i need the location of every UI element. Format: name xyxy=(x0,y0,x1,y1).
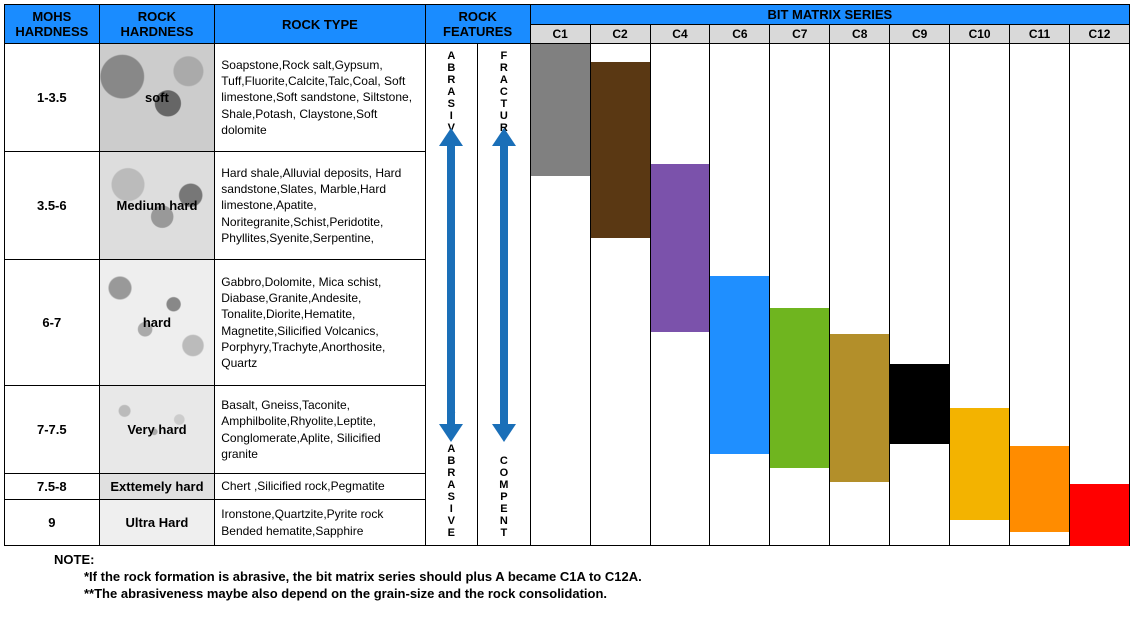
arrow-head-up-icon xyxy=(492,128,516,146)
matrix-col-c6 xyxy=(710,44,770,546)
matrix-col-c12 xyxy=(1069,44,1129,546)
rock-type-cell: Hard shale,Alluvial deposits, Hard sands… xyxy=(215,152,425,260)
mohs-cell: 1-3.5 xyxy=(5,44,100,152)
table-row: 1-3.5softSoapstone,Rock salt,Gypsum, Tuf… xyxy=(5,44,1130,152)
th-matrix-c11: C11 xyxy=(1010,25,1070,44)
matrix-block-c8 xyxy=(830,334,889,482)
rock-type-cell: Ironstone,Quartzite,Pyrite rock Bended h… xyxy=(215,500,425,546)
arrow-shaft xyxy=(447,144,455,426)
matrix-col-c11 xyxy=(1010,44,1070,546)
hardness-cell: soft xyxy=(99,44,215,152)
note-line-2: **The abrasiveness maybe also depend on … xyxy=(84,586,1130,601)
rock-type-cell: Soapstone,Rock salt,Gypsum, Tuff,Fluorit… xyxy=(215,44,425,152)
mohs-cell: 9 xyxy=(5,500,100,546)
th-matrix-c1: C1 xyxy=(530,25,590,44)
feature-arrow-right: FRACTUREDCOMPENT xyxy=(478,44,531,546)
rock-type-cell: Chert ,Silicified rock,Pegmatite xyxy=(215,474,425,500)
arrow-head-down-icon xyxy=(492,424,516,442)
matrix-block-c6 xyxy=(710,276,769,454)
matrix-block-c2 xyxy=(591,62,650,238)
mohs-cell: 3.5-6 xyxy=(5,152,100,260)
th-matrix-c6: C6 xyxy=(710,25,770,44)
rock-type-cell: Gabbro,Dolomite, Mica schist, Diabase,Gr… xyxy=(215,260,425,386)
matrix-block-c1 xyxy=(531,44,590,176)
matrix-block-c7 xyxy=(770,308,829,468)
matrix-col-c1 xyxy=(530,44,590,546)
notes-section: NOTE: *If the rock formation is abrasive… xyxy=(54,552,1130,601)
matrix-col-c2 xyxy=(590,44,650,546)
matrix-block-c10 xyxy=(950,408,1009,520)
th-matrix-c9: C9 xyxy=(890,25,950,44)
arrow-head-down-icon xyxy=(439,424,463,442)
note-line-1: *If the rock formation is abrasive, the … xyxy=(84,569,1130,584)
matrix-col-c7 xyxy=(770,44,830,546)
th-matrix-c4: C4 xyxy=(650,25,710,44)
arrow-head-up-icon xyxy=(439,128,463,146)
th-bit-matrix: BIT MATRIX SERIES xyxy=(530,5,1129,25)
hardness-cell: Medium hard xyxy=(99,152,215,260)
hardness-cell: hard xyxy=(99,260,215,386)
matrix-block-c12 xyxy=(1070,484,1129,546)
matrix-col-c9 xyxy=(890,44,950,546)
hardness-cell: Exttemely hard xyxy=(99,474,215,500)
note-label: NOTE: xyxy=(54,552,1130,567)
mohs-cell: 6-7 xyxy=(5,260,100,386)
feature-arrow-left: ABRASIVENON-ABRASIVE xyxy=(425,44,478,546)
th-matrix-c7: C7 xyxy=(770,25,830,44)
th-mohs: MOHS HARDNESS xyxy=(5,5,100,44)
matrix-block-c11 xyxy=(1010,446,1069,532)
th-matrix-c8: C8 xyxy=(830,25,890,44)
mohs-cell: 7-7.5 xyxy=(5,386,100,474)
matrix-block-c9 xyxy=(890,364,949,444)
th-rock-hardness: ROCK HARDNESS xyxy=(99,5,215,44)
bit-matrix-table: MOHS HARDNESS ROCK HARDNESS ROCK TYPE RO… xyxy=(4,4,1130,546)
mohs-cell: 7.5-8 xyxy=(5,474,100,500)
th-matrix-c2: C2 xyxy=(590,25,650,44)
th-matrix-c10: C10 xyxy=(950,25,1010,44)
feature-label-bottom: COMPENT xyxy=(498,455,510,539)
th-matrix-c12: C12 xyxy=(1069,25,1129,44)
rock-type-cell: Basalt, Gneiss,Taconite, Amphilbolite,Rh… xyxy=(215,386,425,474)
th-rock-type: ROCK TYPE xyxy=(215,5,425,44)
matrix-col-c4 xyxy=(650,44,710,546)
matrix-col-c8 xyxy=(830,44,890,546)
th-rock-features: ROCK FEATURES xyxy=(425,5,530,44)
hardness-cell: Very hard xyxy=(99,386,215,474)
matrix-col-c10 xyxy=(950,44,1010,546)
matrix-block-c4 xyxy=(651,164,710,332)
arrow-shaft xyxy=(500,144,508,426)
hardness-cell: Ultra Hard xyxy=(99,500,215,546)
